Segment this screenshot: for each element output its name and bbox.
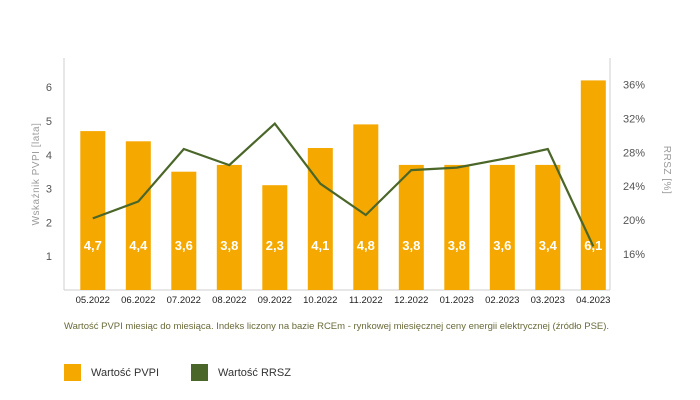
x-tick-07.2022: 07.2022 bbox=[167, 295, 201, 306]
bar-label-08.2022: 3,8 bbox=[220, 238, 238, 253]
right-tick-28: 28% bbox=[623, 147, 645, 159]
bar-06.2022 bbox=[125, 141, 151, 290]
bar-05.2022 bbox=[80, 131, 106, 290]
x-tick-11.2022: 11.2022 bbox=[349, 295, 383, 306]
rrsz-line bbox=[92, 121, 595, 247]
right-tick-36: 36% bbox=[623, 80, 645, 92]
x-axis-ticks: 05.2022 06.2022 07.2022 08.2022 09.2022 10.20… bbox=[76, 295, 611, 306]
x-tick-09.2022: 09.2022 bbox=[258, 295, 292, 306]
x-tick-12.2022: 12.2022 bbox=[394, 295, 428, 306]
chart-caption: Wartość PVPI miesiąc do miesiąca. Indeks… bbox=[64, 321, 610, 332]
left-tick-6: 6 bbox=[46, 82, 52, 94]
line-series bbox=[92, 121, 595, 247]
left-tick-2: 2 bbox=[46, 217, 52, 229]
legend-swatch-pvpi bbox=[64, 364, 81, 381]
legend-item-pvpi: Wartość PVPI bbox=[64, 364, 159, 381]
legend-item-rrsz: Wartość RRSZ bbox=[191, 364, 291, 381]
bar-label-02.2023: 3,6 bbox=[493, 238, 511, 253]
legend-swatch-rrsz bbox=[191, 364, 208, 381]
bar-label-07.2022: 3,6 bbox=[175, 238, 193, 253]
bar-10.2022 bbox=[307, 148, 333, 290]
left-tick-5: 5 bbox=[46, 116, 52, 128]
bar-label-06.2022: 4,4 bbox=[129, 238, 148, 253]
right-tick-20: 20% bbox=[623, 215, 645, 227]
bar-04.2023 bbox=[580, 80, 606, 291]
bar-12.2022 bbox=[398, 164, 424, 290]
left-tick-1: 1 bbox=[46, 251, 52, 263]
legend-label-rrsz: Wartość RRSZ bbox=[218, 366, 291, 379]
left-tick-3: 3 bbox=[46, 184, 52, 196]
legend-label-pvpi: Wartość PVPI bbox=[91, 366, 160, 379]
bar-07.2022 bbox=[171, 171, 197, 290]
bar-label-05.2022: 4,7 bbox=[84, 238, 102, 253]
x-tick-10.2022: 10.2022 bbox=[303, 295, 337, 306]
right-tick-32: 32% bbox=[623, 114, 645, 126]
bar-02.2023 bbox=[489, 164, 515, 290]
x-tick-01.2023: 01.2023 bbox=[440, 295, 474, 306]
x-tick-05.2022: 05.2022 bbox=[76, 295, 110, 306]
bar-label-10.2022: 4,1 bbox=[311, 238, 329, 253]
bar-label-01.2023: 3,8 bbox=[448, 238, 466, 253]
x-tick-02.2023: 02.2023 bbox=[485, 295, 519, 306]
bar-series: 4,7 4,4 3,6 3,8 2,3 4,1 4,8 3,8 3,8 3,6 3,4 6,1 bbox=[80, 80, 606, 291]
bar-label-03.2023: 3,4 bbox=[539, 238, 558, 253]
left-tick-4: 4 bbox=[46, 150, 52, 162]
right-tick-24: 24% bbox=[623, 181, 645, 193]
bar-label-12.2022: 3,8 bbox=[402, 238, 420, 253]
left-axis-title: Wskaźnik PVPI [lata] bbox=[31, 123, 42, 226]
x-tick-04.2023: 04.2023 bbox=[576, 295, 610, 306]
bar-01.2023 bbox=[444, 164, 470, 290]
x-tick-08.2022: 08.2022 bbox=[212, 295, 246, 306]
right-axis-ticks: 16% 20% 24% 28% 32% 36% bbox=[623, 80, 645, 261]
bar-label-09.2022: 2,3 bbox=[266, 238, 284, 253]
right-axis-title: RRSZ [%] bbox=[661, 146, 672, 194]
bar-label-11.2022: 4,8 bbox=[357, 238, 375, 253]
right-tick-16: 16% bbox=[623, 249, 645, 261]
bar-08.2022 bbox=[216, 164, 242, 290]
left-axis-ticks: 1 2 3 4 5 6 bbox=[46, 82, 52, 263]
x-tick-03.2023: 03.2023 bbox=[531, 295, 565, 306]
bar-09.2022 bbox=[262, 185, 288, 290]
x-tick-06.2022: 06.2022 bbox=[121, 295, 155, 306]
bar-03.2023 bbox=[535, 164, 561, 290]
